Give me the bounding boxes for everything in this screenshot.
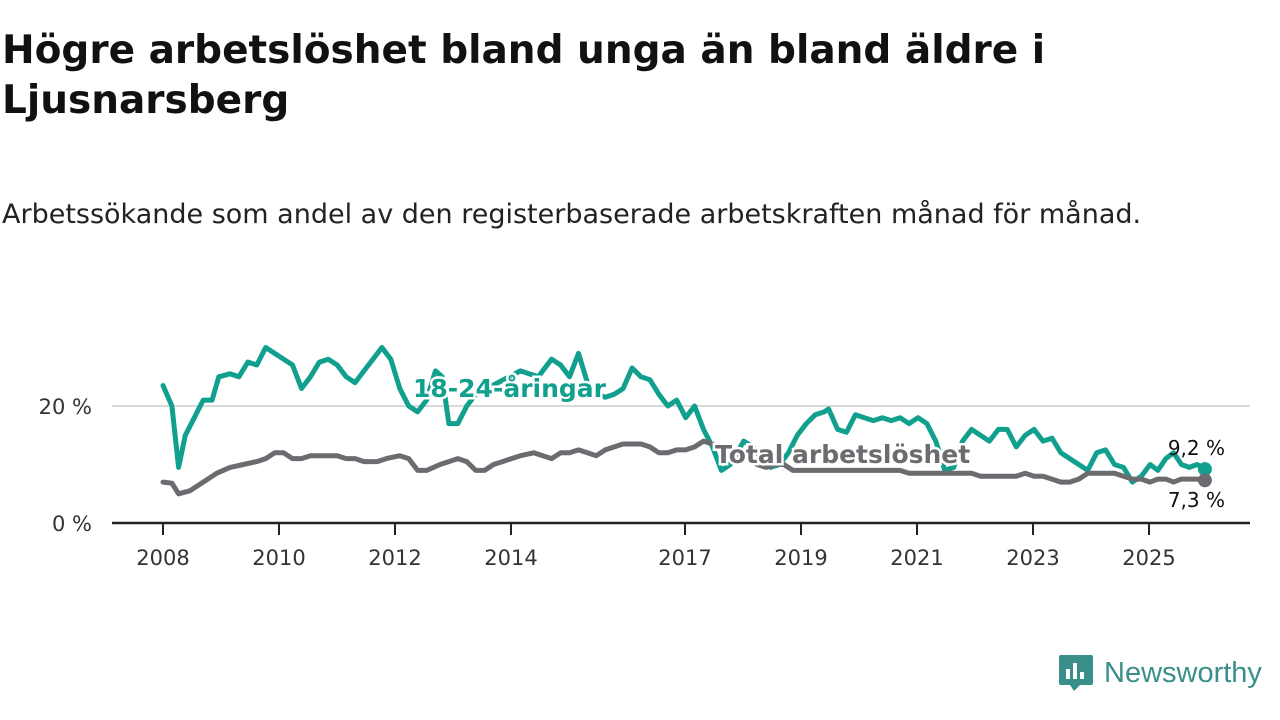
x-tick-label: 2023 — [1006, 546, 1059, 570]
x-tick-label: 2021 — [890, 546, 943, 570]
series-line-youth — [160, 345, 1208, 485]
x-tick-label: 2008 — [136, 546, 189, 570]
chart-title: Högre arbetslöshet bland unga än bland ä… — [2, 28, 1046, 123]
series-end-point-youth — [1197, 462, 1212, 477]
brand-name: Newsworthy — [1104, 656, 1262, 689]
series-label-total: Total arbetslöshet — [715, 440, 970, 469]
series-end-point-total — [1197, 473, 1212, 488]
x-tick-label: 2025 — [1122, 546, 1175, 570]
newsworthy-brand: Newsworthy — [1058, 652, 1262, 694]
x-tick-label: 2014 — [484, 546, 537, 570]
series-line-total — [160, 438, 1208, 497]
chart-subtitle: Arbetssökande som andel av den registerb… — [2, 199, 1142, 230]
series-label-youth: 18-24-åringar — [413, 374, 607, 403]
x-tick-label: 2019 — [774, 546, 827, 570]
x-tick-label: 2017 — [658, 546, 711, 570]
end-value-youth: 9,2 % — [1168, 436, 1225, 460]
y-tick-label: 20 % — [39, 395, 92, 419]
newsworthy-logo-icon — [1059, 655, 1093, 691]
y-tick-label: 0 % — [52, 512, 92, 536]
x-tick-label: 2012 — [368, 546, 421, 570]
x-tick-label: 2010 — [252, 546, 305, 570]
end-value-total: 7,3 % — [1168, 488, 1225, 512]
